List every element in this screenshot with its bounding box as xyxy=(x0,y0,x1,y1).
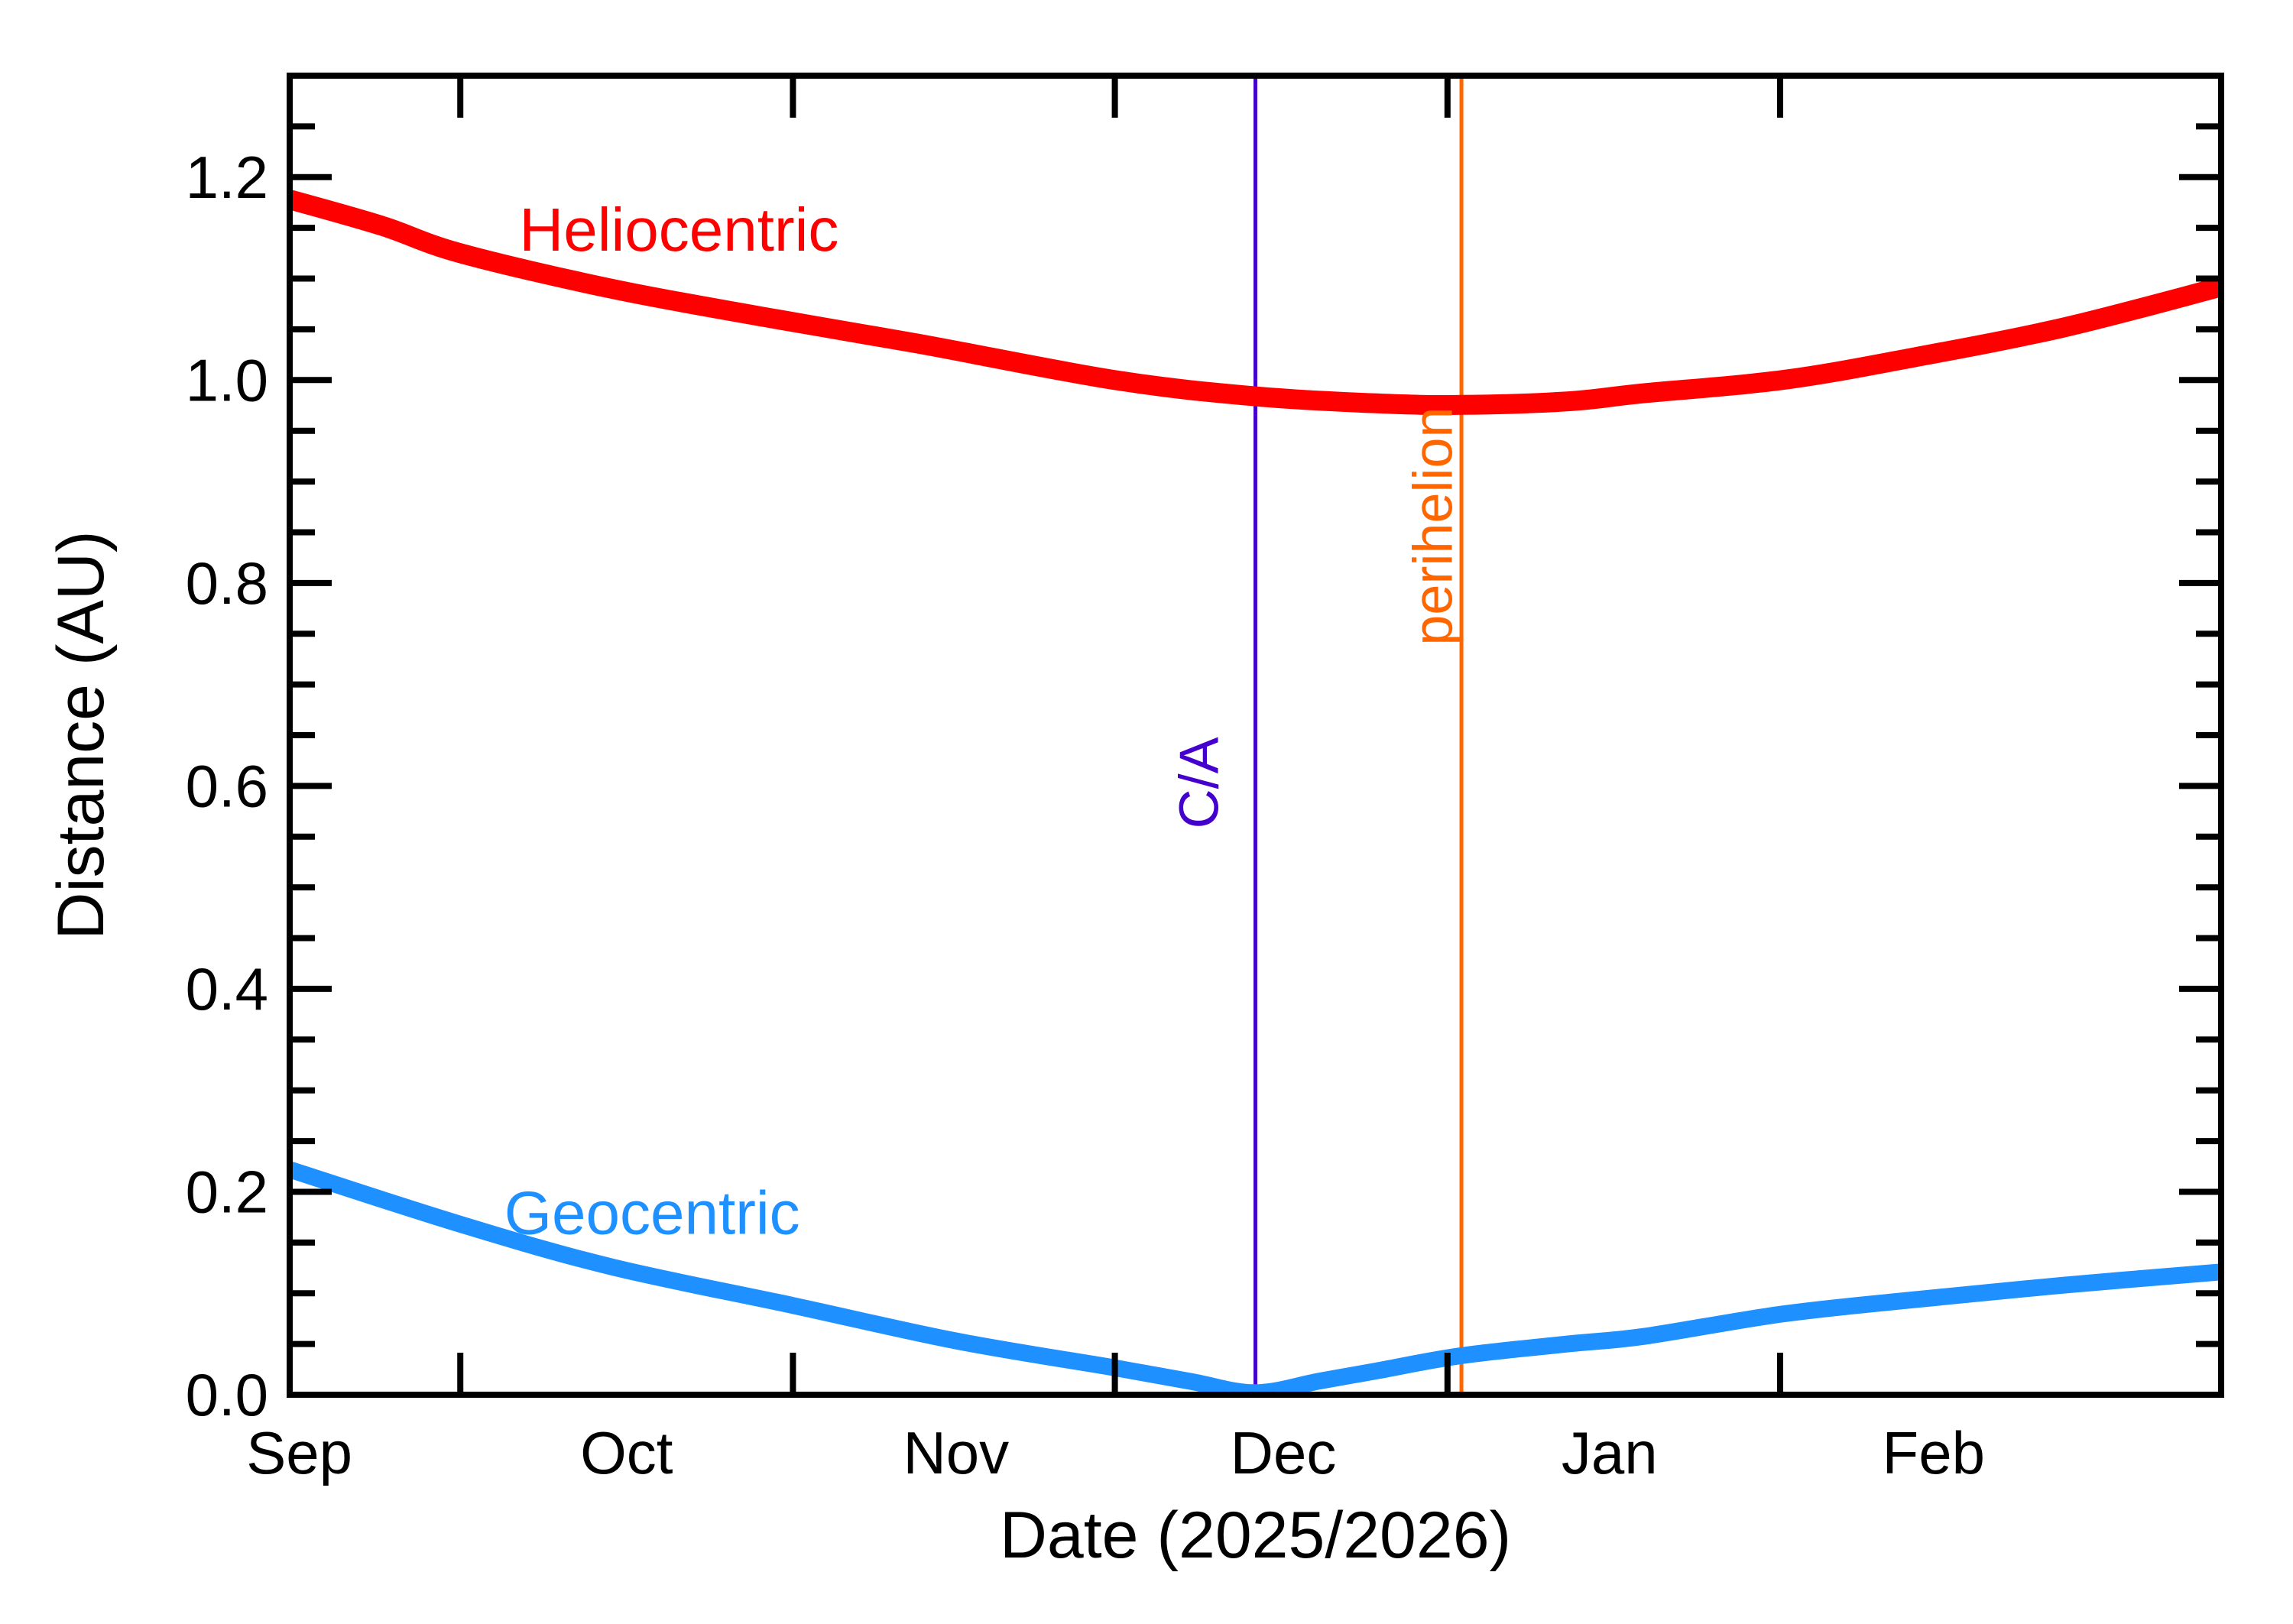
month-label: Dec xyxy=(1231,1419,1337,1486)
month-label: Nov xyxy=(903,1419,1009,1486)
month-label: Oct xyxy=(580,1419,673,1486)
curves xyxy=(290,190,2221,1395)
perihelion-label: perihelion xyxy=(1403,407,1464,645)
y-tick-label: 0.4 xyxy=(186,955,268,1023)
month-label: Jan xyxy=(1562,1419,1658,1486)
y-axis-labels: 0.0 0.2 0.4 0.6 0.8 1.0 1.2 xyxy=(186,144,268,1428)
x-axis-ticks xyxy=(457,76,1784,1395)
y-tick-label: 0.0 xyxy=(186,1361,268,1428)
y-tick-label: 1.2 xyxy=(186,144,268,211)
heliocentric-curve xyxy=(290,190,2221,415)
y-axis-ticks xyxy=(290,123,2221,1347)
close-approach-label: C/A xyxy=(1169,737,1230,828)
y-tick-label: 0.2 xyxy=(186,1158,268,1225)
geocentric-curve xyxy=(290,1161,2221,1395)
month-label: Feb xyxy=(1883,1419,1985,1486)
heliocentric-label: Heliocentric xyxy=(519,196,838,264)
geocentric-label: Geocentric xyxy=(504,1178,800,1246)
y-tick-label: 0.6 xyxy=(186,752,268,819)
x-axis-title: Date (2025/2026) xyxy=(1000,1499,1511,1572)
y-axis-title: Distance (AU) xyxy=(44,530,118,939)
y-tick-label: 1.0 xyxy=(186,346,268,413)
event-lines xyxy=(1254,76,1464,1395)
y-tick-label: 0.8 xyxy=(186,549,268,617)
month-label: Sep xyxy=(246,1419,352,1486)
x-axis-labels: Sep Oct Nov Dec Jan Feb xyxy=(246,1419,1985,1486)
